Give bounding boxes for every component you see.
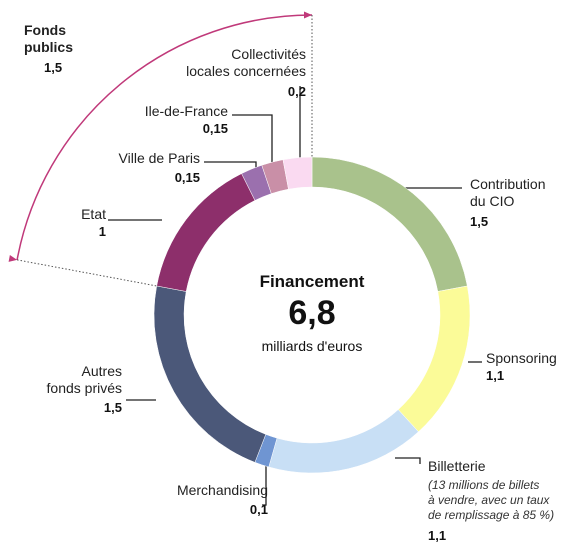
center-unit: milliards d'euros [261, 338, 363, 354]
arrow-head [304, 11, 312, 19]
center-total: 6,8 [288, 294, 336, 332]
category-label: Ile-de-France [144, 103, 228, 119]
donut-segment [268, 409, 419, 474]
group-label: Fonds publics [24, 22, 74, 55]
category-label: Merchandising [176, 482, 268, 498]
annotation: (13 millions de billets à vendre, avec u… [428, 478, 555, 522]
center-title: Financement [259, 272, 365, 291]
leader-line [232, 114, 273, 162]
value-label: 0,15 [174, 170, 200, 185]
category-label: Sponsoring [486, 350, 557, 366]
category-label: Autres fonds privés [46, 363, 122, 396]
donut-segment [282, 156, 313, 190]
value-label: 1,5 [470, 214, 489, 229]
value-label: 0,2 [287, 84, 306, 99]
arrow-head [8, 254, 18, 262]
value-label: 1,1 [486, 368, 505, 383]
value-label: 1,5 [103, 400, 122, 415]
category-label: Ville de Paris [118, 150, 200, 166]
category-label: Etat [81, 206, 106, 222]
category-label: Billetterie [428, 458, 486, 474]
group-arc [16, 14, 313, 261]
leader-line [395, 457, 421, 464]
dotted-line [17, 259, 157, 287]
group-value: 1,5 [44, 60, 63, 75]
category-label: Contribution du CIO [470, 176, 546, 209]
value-label: 1 [98, 224, 106, 239]
category-label: Collectivités locales concernées [186, 46, 306, 79]
value-label: 1,1 [428, 528, 447, 543]
value-label: 0,15 [202, 121, 228, 136]
leader-line [262, 460, 267, 506]
value-label: 0,1 [249, 502, 268, 517]
